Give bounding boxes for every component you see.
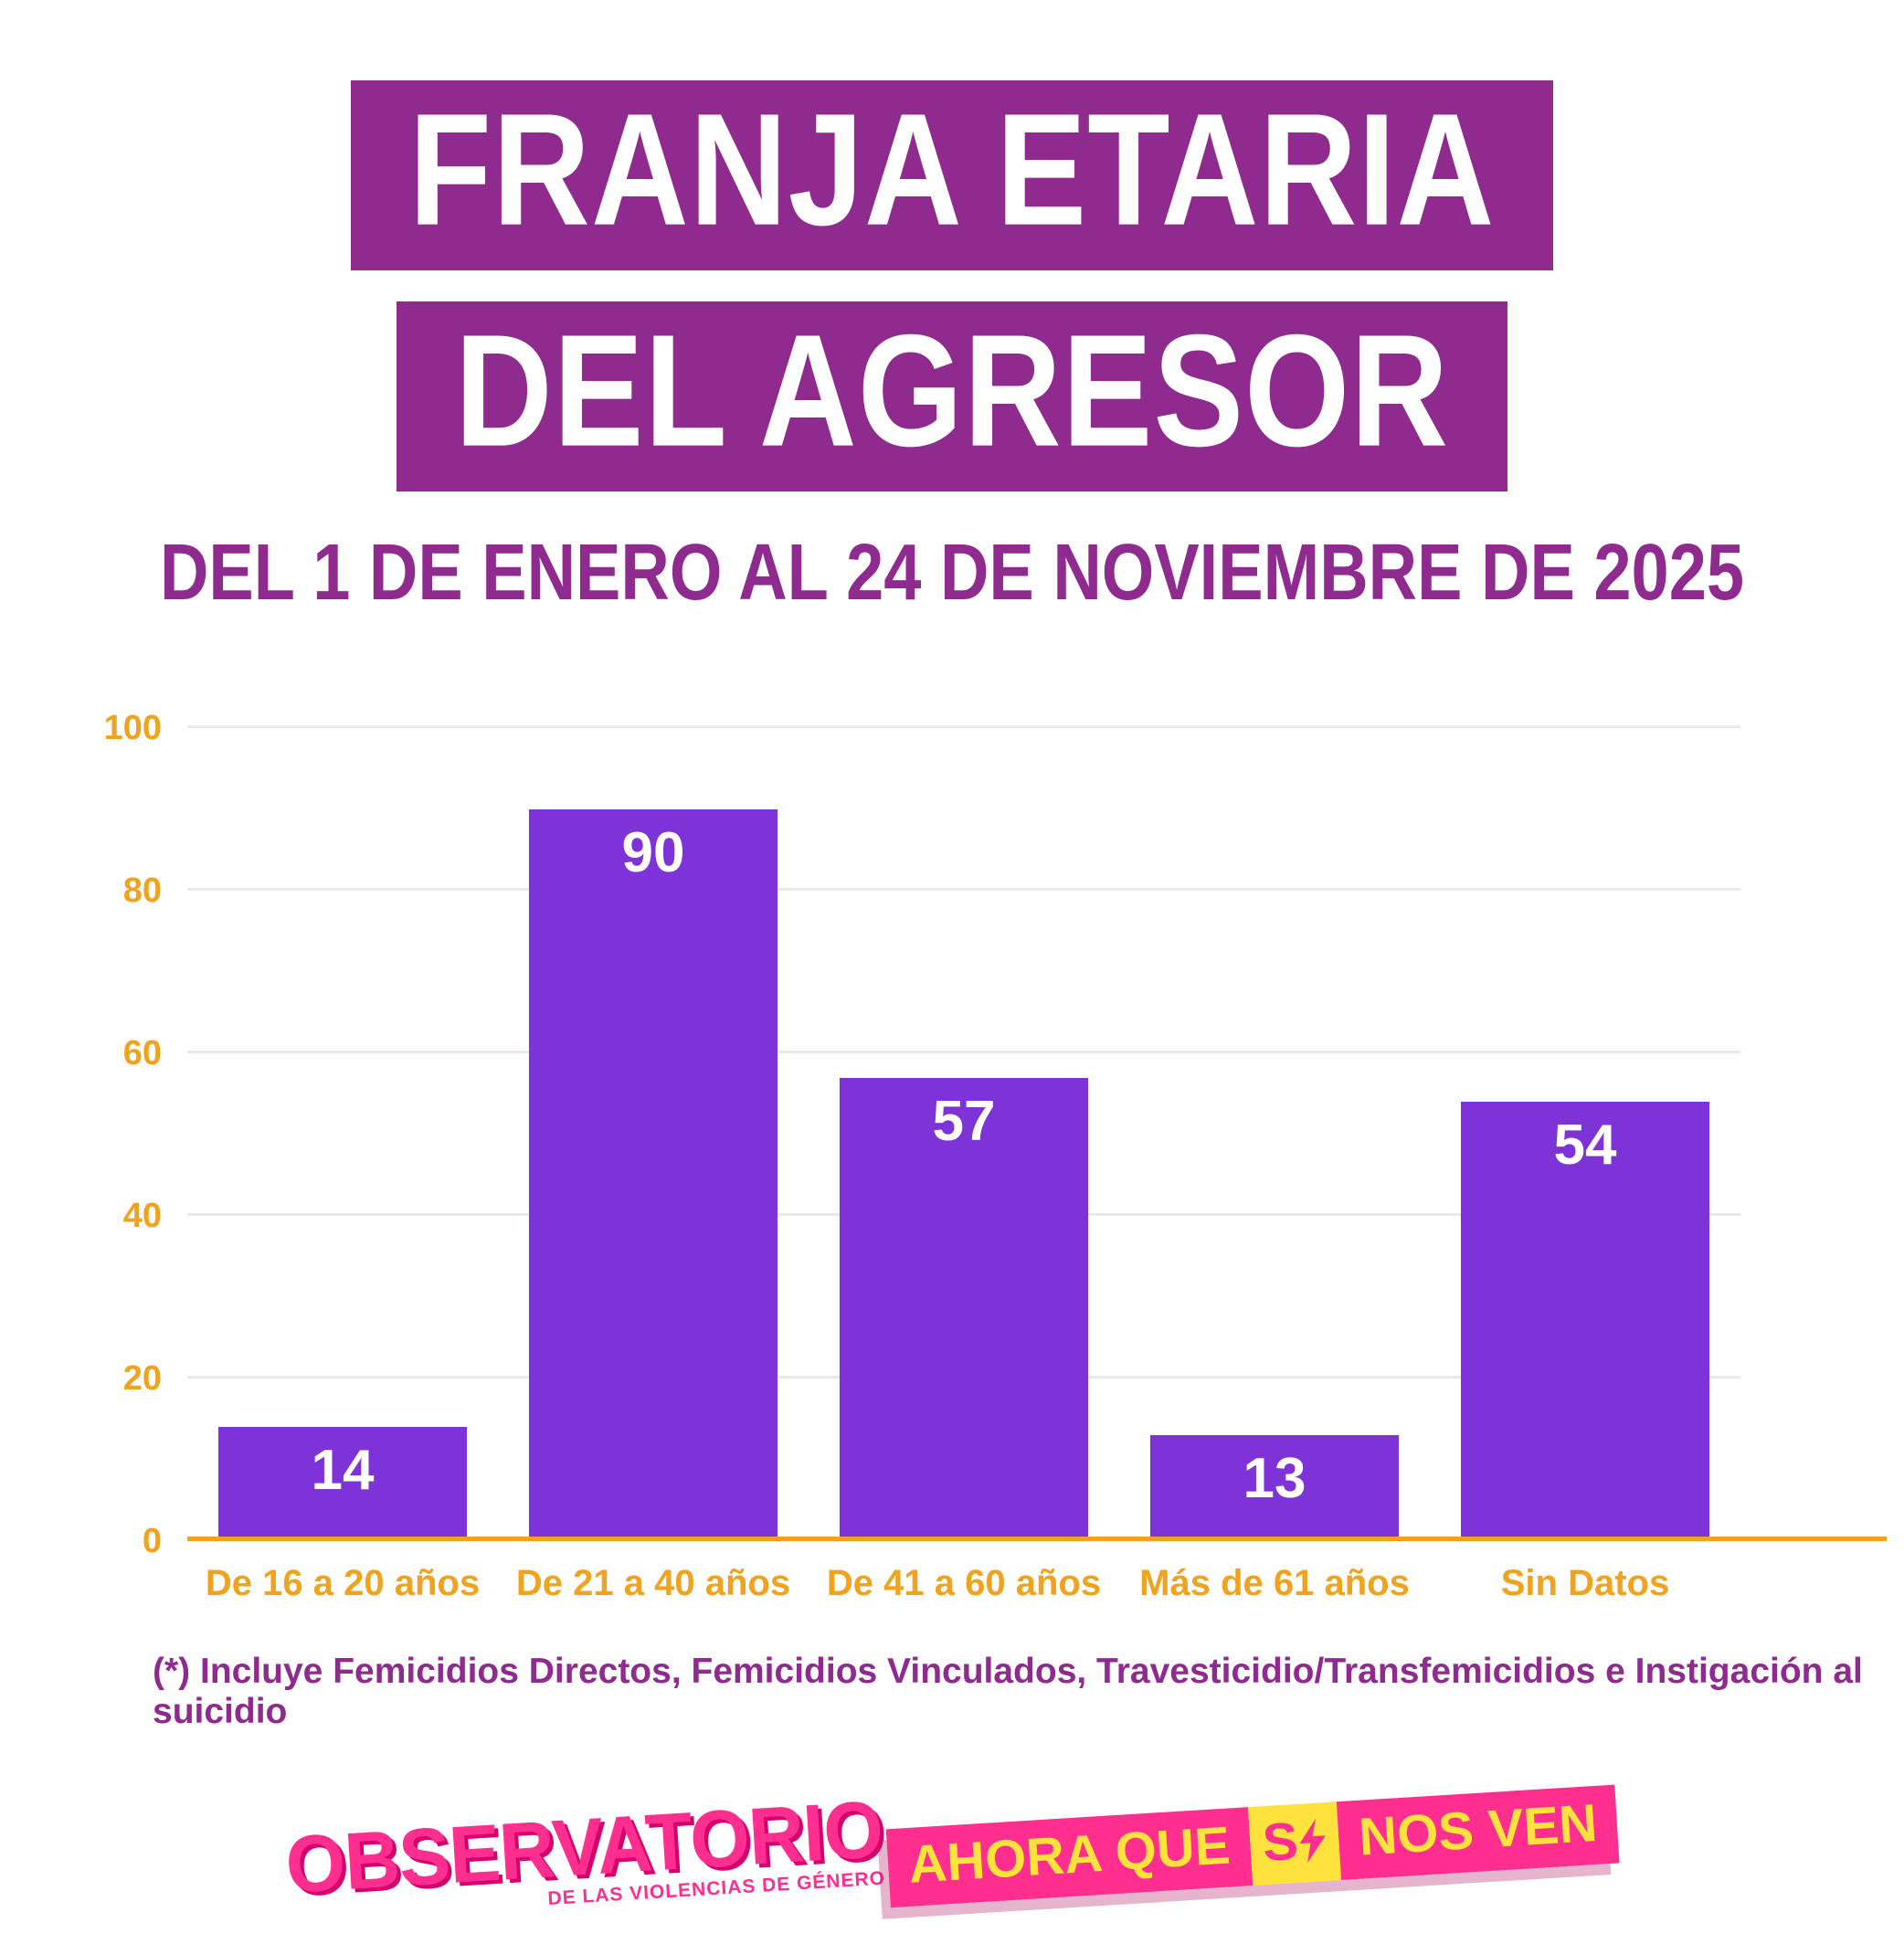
bar-De 16 a 20 años: 14 (218, 1427, 467, 1541)
gridline (187, 1051, 1740, 1053)
y-tick-label: 100 (103, 709, 162, 747)
bar-Más de 61 años: 13 (1150, 1435, 1399, 1541)
title-banner-line2: DEL AGRESOR (396, 301, 1508, 491)
logo-banner: AHORA QUE S NOS VEN (886, 1784, 1621, 1907)
x-tick-label: De 41 a 60 años (826, 1563, 1102, 1603)
bar-slot: 13 (1119, 728, 1430, 1541)
title-block: FRANJA ETARIA DEL AGRESOR DEL 1 DE ENERO… (0, 0, 1904, 617)
y-tick-label: 20 (122, 1359, 162, 1398)
bar-value-label: 13 (1243, 1447, 1306, 1511)
logo-banner-si: S (1248, 1801, 1342, 1886)
bar-Sin Datos: 54 (1461, 1102, 1709, 1541)
x-tick-label: Más de 61 años (1139, 1563, 1410, 1603)
bar-value-label: 90 (621, 821, 685, 884)
y-tick-label: 40 (122, 1197, 162, 1235)
subtitle: DEL 1 DE ENERO AL 24 DE NOVIEMBRE DE 202… (0, 527, 1904, 617)
bar-chart: 0 20 40 60 80 100 14 90 57 13 54 De 16 a 20 años De… (104, 711, 1887, 1604)
bar-slot: 57 (809, 728, 1119, 1541)
title-line2-text: DEL AGRESOR (454, 301, 1450, 481)
logo-banner-ahora-que: AHORA QUE (886, 1806, 1253, 1907)
x-axis-labels: De 16 a 20 años De 21 a 40 años De 41 a 60… (187, 1563, 1740, 1604)
logo-banner-s-text: S (1261, 1811, 1301, 1873)
subtitle-text: DEL 1 DE ENERO AL 24 DE NOVIEMBRE DE 202… (159, 526, 1745, 617)
title-line1-text: FRANJA ETARIA (408, 80, 1496, 259)
gridline (187, 725, 1740, 728)
y-tick-label: 80 (122, 872, 162, 910)
logo: OBSERVATORIO DE LAS VIOLENCIAS DE GÉNERO… (0, 1783, 1904, 1910)
bar-value-label: 54 (1553, 1114, 1617, 1178)
x-tick-label: Sin Datos (1500, 1563, 1670, 1603)
x-axis-line (187, 1537, 1887, 1541)
y-tick-label: 60 (122, 1034, 162, 1072)
title-banner-line1: FRANJA ETARIA (350, 80, 1554, 270)
bar-value-label: 57 (932, 1089, 996, 1153)
bar-group: 14 90 57 13 54 (187, 728, 1740, 1541)
bar-De 41 a 60 años: 57 (840, 1077, 1088, 1541)
lightning-bolt-icon (1300, 1818, 1327, 1864)
chart-plot-area: 0 20 40 60 80 100 14 90 57 13 54 (104, 711, 1887, 1558)
x-tick-label: De 21 a 40 años (515, 1563, 791, 1603)
y-tick-label: 0 (142, 1522, 162, 1560)
bar-value-label: 14 (311, 1439, 375, 1503)
logo-banner-nos-ven: NOS VEN (1337, 1784, 1621, 1880)
footnote: (*) Incluye Femicidios Directos, Femicid… (153, 1652, 1863, 1731)
bar-De 21 a 40 años: 90 (529, 809, 777, 1541)
bar-slot: 54 (1430, 728, 1740, 1541)
bar-slot: 14 (187, 728, 498, 1541)
logo-top: OBSERVATORIO DE LAS VIOLENCIAS DE GÉNERO (283, 1783, 886, 1927)
x-tick-label: De 16 a 20 años (205, 1563, 481, 1603)
logo-inner: OBSERVATORIO DE LAS VIOLENCIAS DE GÉNERO… (283, 1749, 1621, 1944)
gridline (187, 888, 1740, 891)
bar-slot: 90 (498, 728, 809, 1541)
